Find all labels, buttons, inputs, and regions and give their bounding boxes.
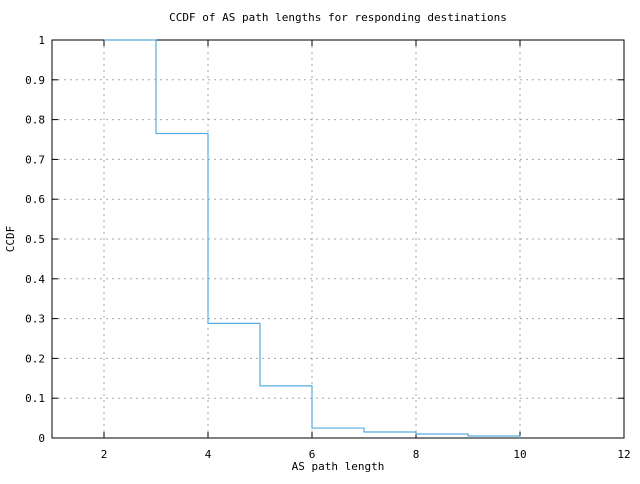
y-axis-label: CCDF — [4, 226, 17, 253]
x-axis-label: AS path length — [292, 460, 385, 473]
y-tick-label: 0.7 — [25, 153, 45, 166]
y-tick-label: 0.2 — [25, 352, 45, 365]
y-tick-label: 0.8 — [25, 114, 45, 127]
y-tick-label: 0 — [38, 432, 45, 445]
x-tick-label: 12 — [617, 448, 630, 461]
x-tick-label: 4 — [205, 448, 212, 461]
series-layer — [104, 39, 521, 438]
x-tick-label: 10 — [513, 448, 526, 461]
y-tick-label: 0.9 — [25, 74, 45, 87]
y-tick-label: 0.4 — [25, 273, 45, 286]
axis-layer — [51, 39, 625, 439]
y-tick-label: 1 — [38, 34, 45, 47]
x-tick-label: 8 — [413, 448, 420, 461]
y-tick-label: 0.5 — [25, 233, 45, 246]
label-layer: CCDF of AS path lengths for responding d… — [4, 11, 631, 473]
ccdf-step-line — [104, 39, 521, 438]
y-tick-label: 0.6 — [25, 193, 45, 206]
y-tick-label: 0.1 — [25, 392, 45, 405]
x-tick-label: 2 — [101, 448, 108, 461]
x-tick-label: 6 — [309, 448, 316, 461]
y-tick-label: 0.3 — [25, 313, 45, 326]
chart-title: CCDF of AS path lengths for responding d… — [169, 11, 507, 24]
